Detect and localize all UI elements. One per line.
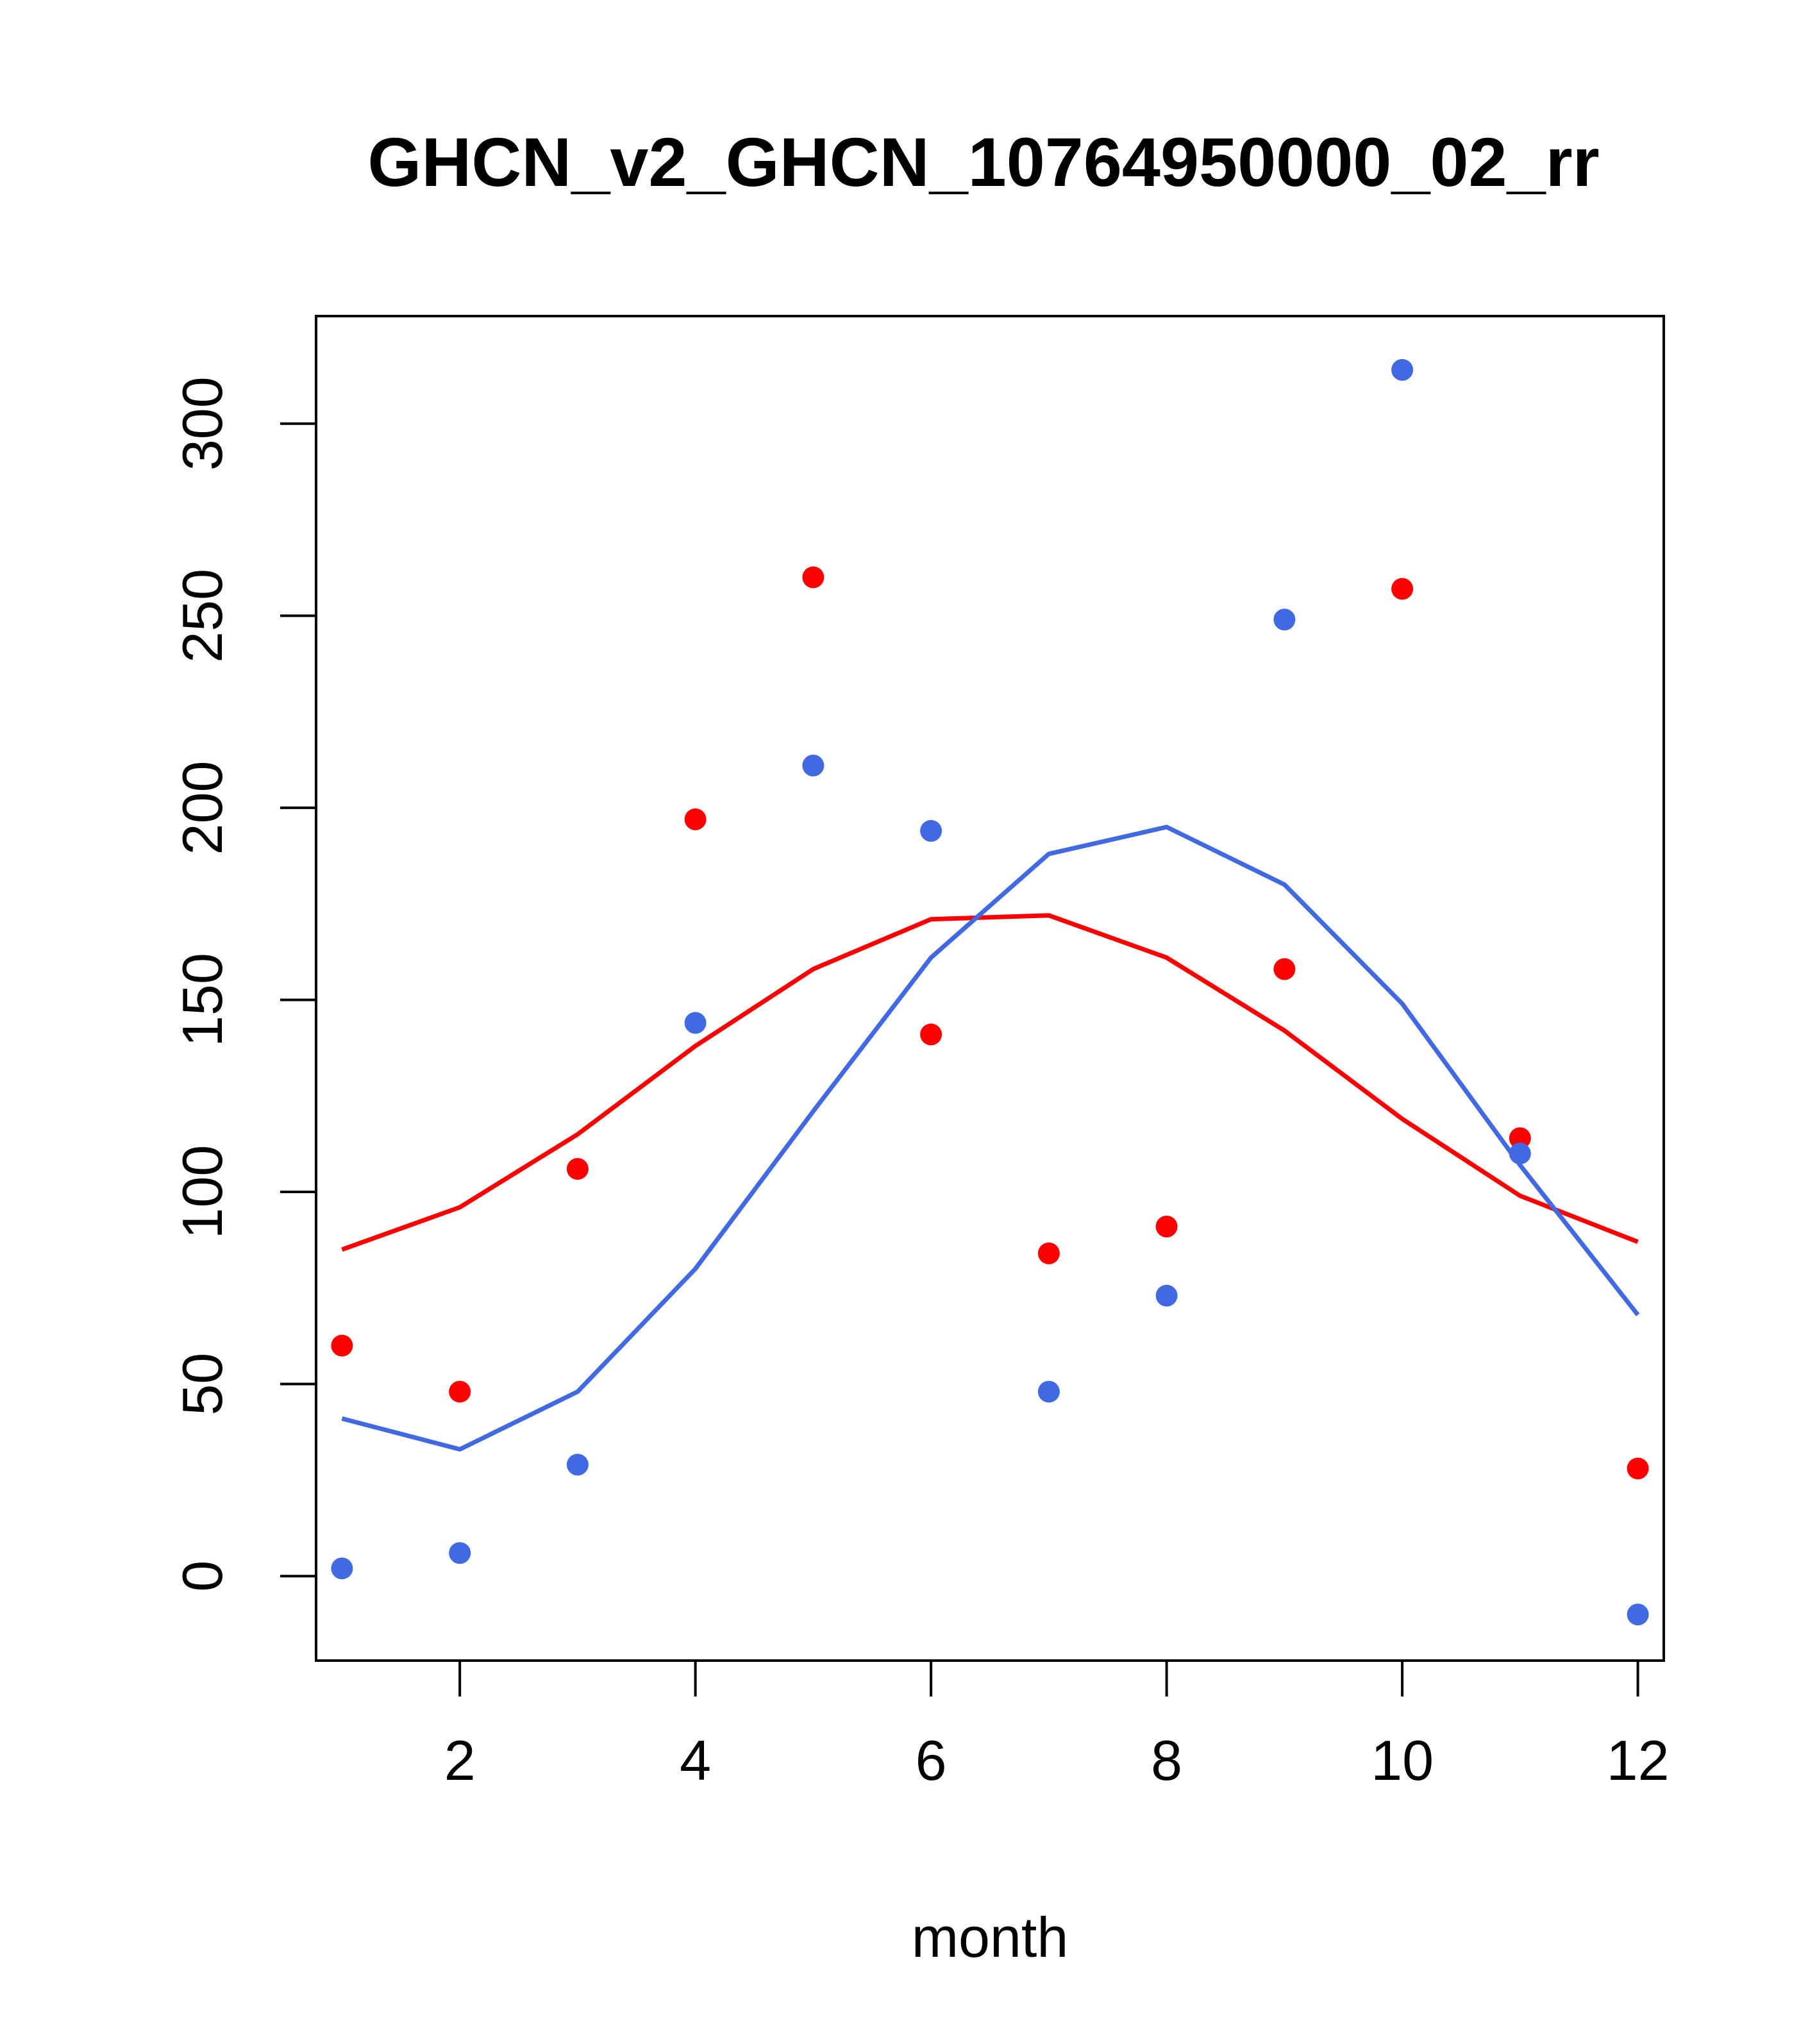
y-tick-label-250: 250 [171,569,234,663]
blue-points-point-12 [1627,1604,1649,1626]
plot-frame [315,315,1665,1662]
blue-points-point-4 [684,1012,707,1034]
y-tick-label-300: 300 [171,376,234,471]
red-points-point-8 [1155,1216,1178,1237]
y-tick-label-150: 150 [171,953,234,1047]
blue-points-point-1 [331,1557,353,1580]
x-tick-label-6: 6 [916,1729,947,1792]
blue-points-point-2 [449,1542,471,1564]
x-tick-label-4: 4 [680,1729,711,1792]
x-tick-label-8: 8 [1151,1729,1182,1792]
blue-points-point-3 [566,1453,589,1476]
red-points-point-6 [920,1023,942,1046]
y-tick-label-0: 0 [171,1561,234,1592]
plot-area [331,358,1649,1626]
y-tick-label-100: 100 [171,1145,234,1239]
red-points-point-7 [1037,1242,1060,1264]
blue-points-point-11 [1509,1143,1531,1165]
y-tick-label-50: 50 [171,1353,234,1416]
x-tick-label-2: 2 [444,1729,476,1792]
x-tick-label-12: 12 [1607,1729,1670,1792]
blue-line-series [341,825,1640,1452]
red-points-point-4 [684,808,707,830]
y-tick-label-200: 200 [171,760,234,855]
red-points-point-10 [1391,578,1414,600]
blue-points-point-5 [802,755,825,776]
red-line-series [341,913,1639,1252]
blue-points-point-7 [1037,1380,1060,1403]
x-tick-label-10: 10 [1371,1729,1434,1792]
blue-points-point-9 [1273,608,1296,631]
red-points-point-1 [331,1334,353,1357]
red-points-point-5 [802,566,825,589]
red-points-point-11 [1509,1127,1531,1150]
red-points-point-3 [566,1158,589,1180]
red-points-point-12 [1627,1457,1649,1480]
blue-points-point-10 [1391,358,1414,381]
x-axis: 2 4 6 8 10 12 [444,1659,1670,1792]
chart-title: GHCN_v2_GHCN_10764950000_02_rr [367,123,1599,201]
red-points-point-9 [1273,958,1296,980]
blue-points-point-8 [1155,1284,1178,1307]
y-axis: 0 50 100 150 200 250 300 [171,376,317,1592]
x-axis-label: month [912,1906,1069,1969]
blue-points-point-6 [920,819,942,842]
red-points-point-2 [449,1380,471,1403]
